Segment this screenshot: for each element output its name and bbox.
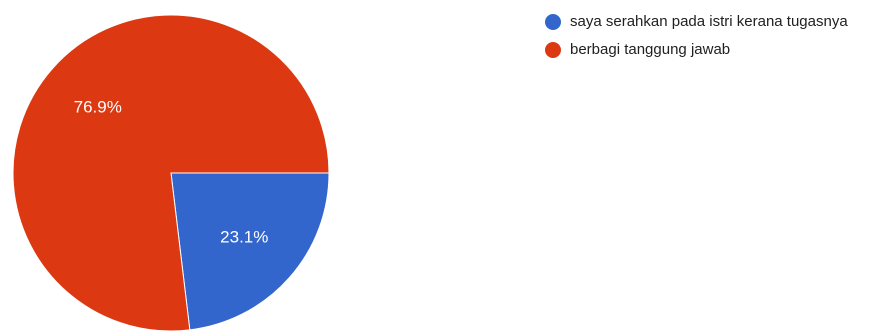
legend-item-1[interactable]: berbagi tanggung jawab [545,40,875,60]
pie-slice-1[interactable] [12,14,330,332]
legend-swatch-1 [545,42,561,58]
slice-label-0: 23.1% [220,227,268,246]
slice-label-1: 76.9% [74,97,122,116]
legend-swatch-0 [545,14,561,30]
legend-item-0[interactable]: saya serahkan pada istri kerana tugasnya [545,12,875,32]
legend: saya serahkan pada istri kerana tugasnya… [545,12,875,68]
legend-label-1: berbagi tanggung jawab [570,41,731,58]
legend-label-0: saya serahkan pada istri kerana tugasnya [570,13,848,30]
pie-slice-0[interactable] [170,172,330,331]
